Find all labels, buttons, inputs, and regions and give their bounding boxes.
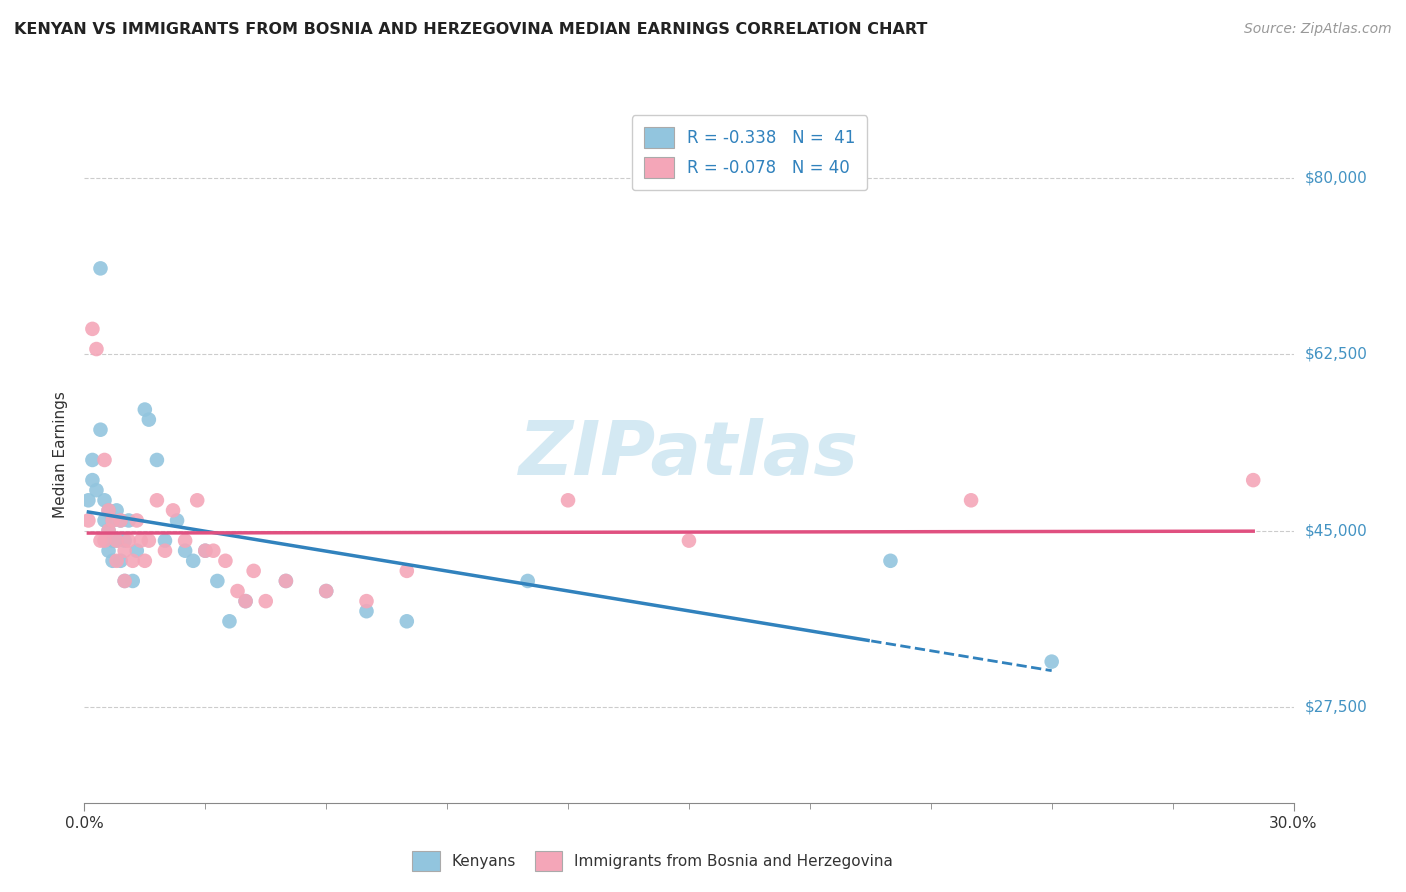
Point [110, 513, 132, 527]
Point [186, 493, 208, 508]
Point [235, 594, 257, 608]
Point [202, 543, 225, 558]
Point [138, 412, 160, 426]
Point [1241, 473, 1264, 487]
Point [960, 493, 983, 508]
Legend: Kenyans, Immigrants from Bosnia and Herzegovina: Kenyans, Immigrants from Bosnia and Herz… [405, 844, 901, 879]
Point [110, 554, 132, 568]
Point [129, 533, 152, 548]
Point [105, 533, 128, 548]
Point [254, 594, 277, 608]
Point [101, 533, 124, 548]
Point [235, 594, 257, 608]
Point [274, 574, 297, 588]
Point [86, 342, 108, 356]
Point [356, 604, 378, 618]
Point [125, 513, 148, 527]
Point [97, 524, 120, 538]
Point [274, 574, 297, 588]
Point [146, 493, 169, 508]
Point [678, 533, 700, 548]
Point [516, 574, 538, 588]
Point [118, 513, 141, 527]
Point [125, 543, 148, 558]
Point [315, 584, 337, 599]
Point [557, 493, 579, 508]
Text: Source: ZipAtlas.com: Source: ZipAtlas.com [1244, 22, 1392, 37]
Point [86, 483, 108, 498]
Point [93, 513, 115, 527]
Point [226, 584, 249, 599]
Point [166, 513, 188, 527]
Point [105, 554, 128, 568]
Point [97, 543, 120, 558]
Point [134, 554, 156, 568]
Point [315, 584, 337, 599]
Point [114, 574, 136, 588]
Point [101, 554, 124, 568]
Point [114, 543, 136, 558]
Point [93, 533, 115, 548]
Y-axis label: Median Earnings: Median Earnings [52, 392, 67, 518]
Point [146, 453, 169, 467]
Point [121, 554, 143, 568]
Point [218, 615, 240, 629]
Point [181, 554, 204, 568]
Point [101, 513, 124, 527]
Point [93, 493, 115, 508]
Text: $62,500: $62,500 [1305, 347, 1368, 361]
Point [153, 543, 176, 558]
Point [356, 594, 378, 608]
Point [114, 533, 136, 548]
Point [174, 543, 197, 558]
Point [134, 402, 156, 417]
Point [174, 533, 197, 548]
Point [162, 503, 184, 517]
Point [138, 533, 160, 548]
Point [395, 564, 418, 578]
Point [110, 513, 132, 527]
Point [82, 453, 104, 467]
Point [97, 503, 120, 517]
Point [77, 493, 100, 508]
Point [214, 554, 236, 568]
Point [194, 543, 217, 558]
Text: KENYAN VS IMMIGRANTS FROM BOSNIA AND HERZEGOVINA MEDIAN EARNINGS CORRELATION CHA: KENYAN VS IMMIGRANTS FROM BOSNIA AND HER… [14, 22, 928, 37]
Point [121, 574, 143, 588]
Point [89, 423, 111, 437]
Text: $45,000: $45,000 [1305, 523, 1368, 538]
Point [82, 322, 104, 336]
Point [105, 503, 128, 517]
Point [82, 473, 104, 487]
Point [97, 503, 120, 517]
Point [89, 533, 111, 548]
Point [153, 533, 176, 548]
Point [194, 543, 217, 558]
Point [207, 574, 229, 588]
Point [89, 261, 111, 276]
Text: $80,000: $80,000 [1305, 170, 1368, 186]
Point [93, 453, 115, 467]
Point [118, 533, 141, 548]
Point [105, 533, 128, 548]
Point [97, 524, 120, 538]
Point [395, 615, 418, 629]
Point [879, 554, 901, 568]
Point [114, 574, 136, 588]
Point [1040, 655, 1063, 669]
Point [101, 513, 124, 527]
Point [242, 564, 264, 578]
Point [77, 513, 100, 527]
Text: $27,500: $27,500 [1305, 699, 1368, 714]
Text: ZIPatlas: ZIPatlas [519, 418, 859, 491]
